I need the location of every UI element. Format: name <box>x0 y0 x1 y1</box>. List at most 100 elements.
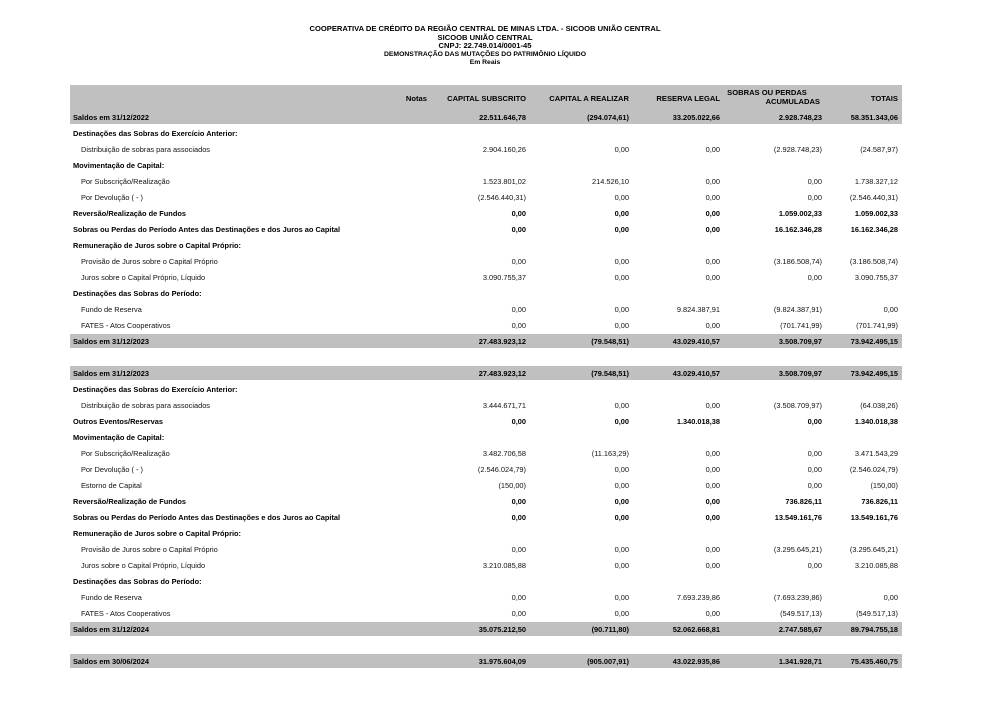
row-highlight <box>70 366 902 380</box>
cell-reserva-legal: 43.029.410,57 <box>672 337 720 346</box>
cell-sobras-perdas: 0,00 <box>807 177 822 186</box>
cell-sobras-perdas: 0,00 <box>807 481 822 490</box>
cell-sobras-perdas: 0,00 <box>807 449 822 458</box>
cell-totais: (150,00) <box>870 481 898 490</box>
cell-capital-subscrito: (2.546.440,31) <box>477 193 526 202</box>
document-title: DEMONSTRAÇÃO DAS MUTAÇÕES DO PATRIMÔNIO … <box>383 50 586 58</box>
statement-table: Saldos em 31/12/2022 22.511.646,78 (294.07… <box>70 109 902 669</box>
cell-reserva-legal: 1.340.018,38 <box>676 417 720 426</box>
cell-capital-subscrito: 0,00 <box>511 305 526 314</box>
row-label: Por Devolução ( - ) <box>81 193 144 202</box>
cell-sobras-perdas: 2.928.748,23 <box>778 113 822 122</box>
row-label: Movimentação de Capital: <box>73 433 165 442</box>
table-row: Por Subscrição/Realização 1.523.801,02 214… <box>70 173 902 189</box>
cell-capital-subscrito: 35.075.212,50 <box>478 625 526 634</box>
cell-capital-a-realizar: (79.548,51) <box>591 337 629 346</box>
cell-capital-a-realizar: 0,00 <box>614 497 629 506</box>
cell-capital-a-realizar: 0,00 <box>614 561 629 570</box>
row-label: Outros Eventos/Reservas <box>73 417 163 426</box>
cell-reserva-legal: 0,00 <box>705 257 720 266</box>
cell-totais: (64.038,26) <box>860 401 898 410</box>
cell-capital-a-realizar: 0,00 <box>614 465 629 474</box>
row-label: Reversão/Realização de Fundos <box>73 209 186 218</box>
col-reserva-legal: RESERVA LEGAL <box>656 94 720 103</box>
table-row: FATES - Atos Cooperativos 0,00 0,00 0,00 (54… <box>70 605 902 621</box>
cell-reserva-legal: 0,00 <box>705 209 720 218</box>
row-label: Fundo de Reserva <box>81 305 142 314</box>
table-row: Provisão de Juros sobre o Capital Própri… <box>70 253 902 269</box>
cell-totais: 1.340.018,38 <box>854 417 898 426</box>
row-label: Por Devolução ( - ) <box>81 465 144 474</box>
balance-row: Saldos em 31/12/2024 35.075.212,50 (90.711… <box>70 621 902 637</box>
cell-totais: 3.090.755,37 <box>854 273 898 282</box>
table-row: Juros sobre o Capital Próprio, Líquido 3.… <box>70 557 902 573</box>
cell-sobras-perdas: (7.693.239,86) <box>773 593 822 602</box>
table-row: Por Devolução ( - ) (2.546.024,79) 0,00 0,0… <box>70 461 902 477</box>
cell-totais: (701.741,99) <box>856 321 898 330</box>
row-label: Provisão de Juros sobre o Capital Própri… <box>81 545 218 554</box>
cell-capital-subscrito: (150,00) <box>498 481 526 490</box>
table-row: Reversão/Realização de Fundos 0,00 0,00 0,0… <box>70 205 902 221</box>
cell-reserva-legal: 43.022.935,86 <box>672 657 720 666</box>
row-label: Saldos em 31/12/2023 <box>73 369 150 378</box>
cell-sobras-perdas: 16.162.346,28 <box>774 225 822 234</box>
cell-capital-a-realizar: (11.163,29) <box>591 449 629 458</box>
row-label: FATES - Atos Cooperativos <box>81 321 171 330</box>
cell-reserva-legal: 0,00 <box>705 401 720 410</box>
currency-unit: Em Reais <box>469 59 501 67</box>
cell-capital-a-realizar: 0,00 <box>614 545 629 554</box>
table-row: Fundo de Reserva 0,00 0,00 9.824.387,91 (9.8… <box>70 301 902 317</box>
cell-capital-subscrito: 31.975.604,09 <box>478 657 526 666</box>
row-label: Saldos em 31/12/2022 <box>73 113 150 122</box>
row-label: Remuneração de Juros sobre o Capital Pró… <box>73 529 241 538</box>
cell-reserva-legal: 0,00 <box>705 561 720 570</box>
table-row: Reversão/Realização de Fundos 0,00 0,00 0,0… <box>70 493 902 509</box>
cell-capital-subscrito: 27.483.923,12 <box>478 369 526 378</box>
col-sobras-line2: ACUMULADAS <box>765 97 820 106</box>
row-label: Estorno de Capital <box>81 481 142 490</box>
col-capital-subscrito: CAPITAL SUBSCRITO <box>447 94 526 103</box>
section-heading-row: Destinações das Sobras do Exercício Ante… <box>70 381 902 397</box>
cell-capital-subscrito: 22.511.646,78 <box>479 113 526 122</box>
cell-capital-subscrito: 0,00 <box>511 209 526 218</box>
cell-capital-subscrito: 3.210.085,88 <box>482 561 526 570</box>
cell-capital-subscrito: 0,00 <box>511 593 526 602</box>
cell-sobras-perdas: 0,00 <box>807 193 822 202</box>
cell-totais: (2.546.440,31) <box>849 193 898 202</box>
cell-totais: (2.546.024,79) <box>849 465 898 474</box>
cell-sobras-perdas: 3.508.709,97 <box>778 369 822 378</box>
table-row: Sobras ou Perdas do Período Antes das De… <box>70 509 902 525</box>
cnpj: CNPJ: 22.749.014/0001-45 <box>438 41 532 51</box>
cell-capital-a-realizar: 0,00 <box>614 145 629 154</box>
table-row: Provisão de Juros sobre o Capital Própri… <box>70 541 902 557</box>
company-name: COOPERATIVA DE CRÉDITO DA REGIÃO CENTRAL… <box>309 24 661 33</box>
cell-sobras-perdas: (9.824.387,91) <box>773 305 822 314</box>
cell-reserva-legal: 0,00 <box>705 545 720 554</box>
cell-totais: 736.826,11 <box>861 497 898 506</box>
cell-totais: 89.794.755,18 <box>850 625 898 634</box>
spacer-row <box>70 349 902 365</box>
cell-sobras-perdas: 0,00 <box>807 273 822 282</box>
cell-totais: 3.471.543,29 <box>854 449 898 458</box>
section-heading-row: Destinações das Sobras do Exercício Ante… <box>70 125 902 141</box>
cell-capital-a-realizar: 0,00 <box>614 305 629 314</box>
cell-reserva-legal: 0,00 <box>705 481 720 490</box>
cell-reserva-legal: 0,00 <box>705 225 720 234</box>
cell-reserva-legal: 0,00 <box>705 273 720 282</box>
cell-sobras-perdas: (2.928.748,23) <box>773 145 822 154</box>
cell-capital-a-realizar: 0,00 <box>614 401 629 410</box>
cell-capital-subscrito: 27.483.923,12 <box>478 337 526 346</box>
row-label: Destinações das Sobras do Exercício Ante… <box>73 129 238 138</box>
row-label: Distribuição de sobras para associados <box>81 145 210 154</box>
row-label: Destinações das Sobras do Exercício Ante… <box>73 385 238 394</box>
cell-reserva-legal: 0,00 <box>705 177 720 186</box>
table-row: Por Subscrição/Realização 3.482.706,58 (11… <box>70 445 902 461</box>
cell-sobras-perdas: (3.186.508,74) <box>773 257 822 266</box>
row-label: Remuneração de Juros sobre o Capital Pró… <box>73 241 241 250</box>
table-row: FATES - Atos Cooperativos 0,00 0,00 0,00 (70… <box>70 317 902 333</box>
cell-capital-a-realizar: 0,00 <box>614 193 629 202</box>
cell-totais: 0,00 <box>883 305 898 314</box>
row-label: Saldos em 30/06/2024 <box>73 657 150 666</box>
col-notas: Notas <box>405 94 427 103</box>
cell-capital-a-realizar: 0,00 <box>614 273 629 282</box>
